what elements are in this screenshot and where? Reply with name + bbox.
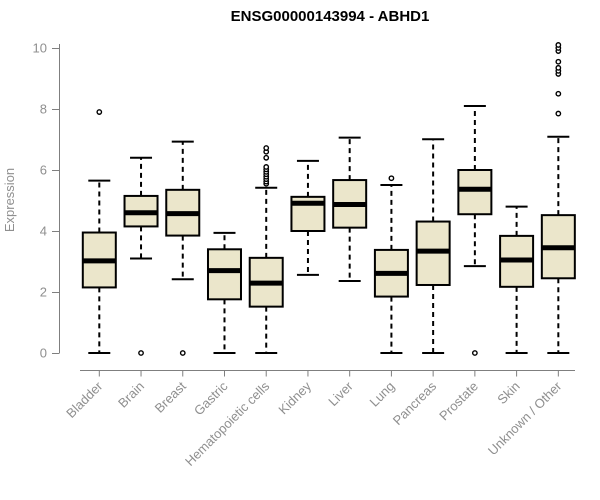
outlier-point xyxy=(179,350,186,356)
x-tick-label-prostate: Prostate xyxy=(436,379,481,424)
boxplot-gastric xyxy=(206,231,242,354)
outlier-point xyxy=(263,164,270,170)
x-tick-label-lung: Lung xyxy=(366,379,397,410)
y-tick-label: 6 xyxy=(40,163,47,178)
outlier-point xyxy=(263,154,270,161)
boxplot-skin xyxy=(499,205,535,354)
x-tick-label-skin: Skin xyxy=(494,379,522,407)
boxplot-bladder xyxy=(81,109,117,354)
y-axis-label: Expression xyxy=(2,168,17,232)
outlier-point xyxy=(555,110,562,117)
boxplot-breast xyxy=(165,140,201,356)
y-tick-label: 4 xyxy=(40,224,47,239)
outlier-point xyxy=(555,42,562,48)
outlier-point xyxy=(555,58,562,65)
boxplot-hematopoietic-cells xyxy=(248,145,284,354)
x-tick-label-unknown-other: Unknown / Other xyxy=(485,378,565,458)
outlier-point xyxy=(555,90,562,97)
boxplot-brain xyxy=(123,156,159,356)
x-tick-label-pancreas: Pancreas xyxy=(390,378,440,428)
boxplot-prostate xyxy=(457,104,493,356)
x-tick-label-breast: Breast xyxy=(152,378,189,415)
y-tick-label: 0 xyxy=(40,346,47,361)
boxplot-liver xyxy=(332,136,368,283)
boxplot-pancreas xyxy=(415,138,451,354)
x-tick-label-liver: Liver xyxy=(325,378,356,409)
outlier-point xyxy=(96,109,103,115)
x-tick-label-gastric: Gastric xyxy=(191,378,231,418)
boxplot-kidney xyxy=(290,159,326,276)
outlier-point xyxy=(138,350,144,356)
x-tick-label-brain: Brain xyxy=(115,379,147,411)
boxplot-unknown-other xyxy=(540,42,576,354)
iqr-box xyxy=(457,169,493,216)
outlier-point xyxy=(471,350,478,356)
y-tick-label: 8 xyxy=(40,102,47,117)
iqr-box xyxy=(206,248,242,301)
y-tick-label: 10 xyxy=(33,41,47,56)
y-tick-label: 2 xyxy=(40,285,47,300)
outlier-point xyxy=(263,145,270,151)
x-tick-label-kidney: Kidney xyxy=(275,378,314,417)
boxes-layer xyxy=(81,42,576,356)
outlier-point xyxy=(555,64,562,71)
chart-title: ENSG00000143994 - ABHD1 xyxy=(231,8,430,25)
x-tick-label-bladder: Bladder xyxy=(63,378,106,421)
boxplot-lung xyxy=(373,175,409,354)
outlier-point xyxy=(388,175,395,182)
